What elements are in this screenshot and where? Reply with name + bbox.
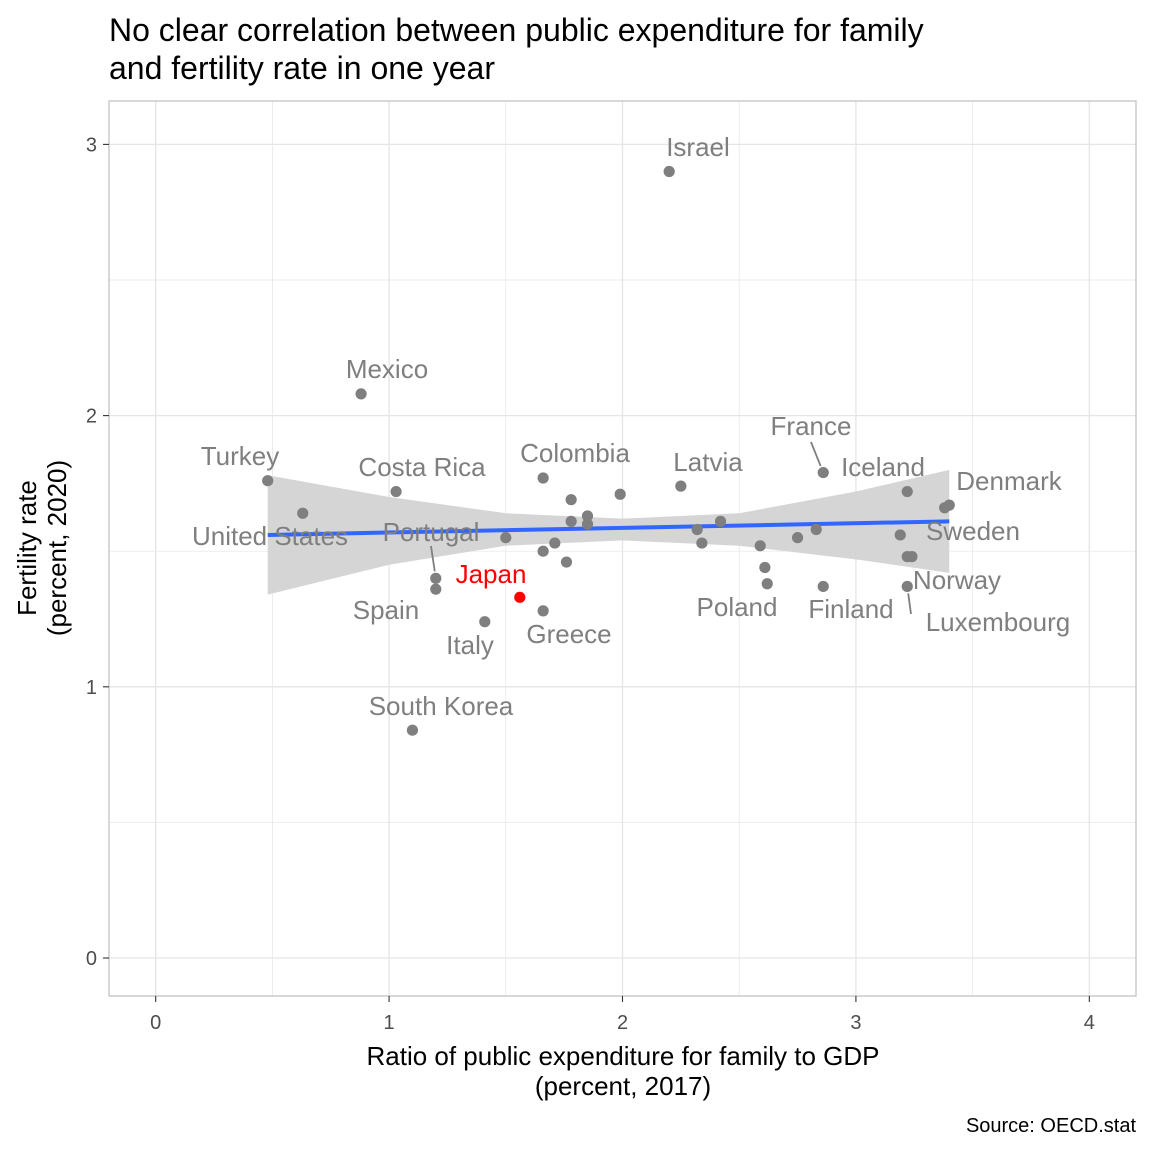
data-point-spain bbox=[430, 583, 442, 595]
data-point bbox=[614, 488, 626, 500]
y-tick-label: 3 bbox=[86, 134, 97, 156]
confidence-ribbon-layer bbox=[267, 469, 950, 595]
data-point-costa-rica bbox=[390, 485, 402, 498]
leader-line-portugal bbox=[430, 545, 436, 572]
point-label-japan: Japan bbox=[456, 559, 527, 589]
data-point-italy bbox=[479, 616, 491, 628]
y-tick-label: 1 bbox=[86, 677, 97, 699]
data-point bbox=[754, 540, 766, 552]
point-label-portugal: Portugal bbox=[383, 517, 480, 547]
data-point bbox=[810, 523, 822, 536]
data-point-south-korea bbox=[406, 724, 419, 736]
point-label-finland: Finland bbox=[808, 594, 893, 624]
point-label-sweden: Sweden bbox=[926, 516, 1020, 546]
confidence-ribbon bbox=[267, 469, 950, 595]
data-point bbox=[560, 556, 573, 568]
data-point bbox=[565, 515, 577, 527]
trend-line bbox=[267, 519, 950, 537]
data-point-france bbox=[817, 466, 829, 479]
x-axis-title: Ratio of public expenditure for family t… bbox=[366, 1041, 879, 1101]
data-point bbox=[759, 561, 771, 574]
x-tick-label: 3 bbox=[850, 1012, 861, 1034]
data-point-mexico bbox=[355, 388, 367, 400]
chart-title-line-2: and fertility rate in one year bbox=[109, 50, 495, 86]
chart-title: No clear correlation between public expe… bbox=[109, 12, 924, 86]
data-point-turkey bbox=[262, 475, 274, 487]
data-point-united-states bbox=[297, 507, 309, 519]
data-point bbox=[691, 523, 703, 536]
point-label-greece: Greece bbox=[526, 619, 611, 649]
data-point bbox=[537, 545, 549, 557]
data-point-japan bbox=[514, 591, 526, 603]
data-point-sweden bbox=[939, 502, 951, 514]
data-point bbox=[906, 551, 918, 563]
trend-line-layer bbox=[267, 519, 950, 537]
point-label-france: France bbox=[771, 411, 852, 441]
y-axis-ticks: 0 1 2 3 bbox=[86, 134, 109, 970]
x-tick-label: 4 bbox=[1084, 1012, 1095, 1034]
point-label-poland: Poland bbox=[697, 592, 778, 622]
data-point bbox=[581, 518, 594, 530]
point-label-colombia: Colombia bbox=[520, 438, 630, 468]
data-point-latvia bbox=[675, 480, 687, 492]
data-point bbox=[549, 537, 561, 549]
data-point-poland bbox=[761, 578, 773, 590]
x-axis-title-line-1: Ratio of public expenditure for family t… bbox=[366, 1041, 879, 1071]
x-tick-label: 1 bbox=[384, 1012, 395, 1034]
point-label-united-states: United States bbox=[192, 521, 348, 551]
point-label-iceland: Iceland bbox=[841, 452, 925, 482]
y-tick-label: 0 bbox=[86, 948, 97, 970]
data-points bbox=[262, 165, 955, 736]
point-label-luxembourg: Luxembourg bbox=[926, 607, 1071, 637]
x-tick-label: 2 bbox=[617, 1012, 628, 1034]
y-axis-title-line-2: (percent, 2020) bbox=[42, 460, 72, 636]
x-axis-ticks: 0 1 2 3 4 bbox=[150, 996, 1095, 1034]
data-point bbox=[696, 537, 708, 549]
data-point-colombia bbox=[537, 472, 549, 484]
source-caption: Source: OECD.stat bbox=[966, 1115, 1137, 1137]
point-label-denmark: Denmark bbox=[956, 466, 1062, 496]
data-point-iceland bbox=[901, 485, 913, 498]
data-point-greece bbox=[537, 605, 549, 617]
leader-line-luxembourg bbox=[907, 593, 912, 615]
leader-line-france bbox=[810, 441, 822, 467]
data-point-finland bbox=[817, 580, 829, 593]
y-axis-title: Fertility rate (percent, 2020) bbox=[12, 460, 72, 636]
data-point bbox=[565, 494, 577, 506]
x-tick-label: 0 bbox=[150, 1012, 161, 1034]
point-label-latvia: Latvia bbox=[673, 447, 743, 477]
point-label-turkey: Turkey bbox=[201, 441, 280, 471]
chart-title-line-1: No clear correlation between public expe… bbox=[109, 12, 924, 48]
label-leader-lines bbox=[430, 441, 912, 615]
point-label-italy: Italy bbox=[446, 630, 494, 660]
point-label-norway: Norway bbox=[913, 565, 1001, 595]
point-label-israel: Israel bbox=[666, 132, 730, 162]
point-label-spain: Spain bbox=[353, 595, 420, 625]
data-point-portugal bbox=[430, 572, 442, 584]
y-axis-title-line-1: Fertility rate bbox=[12, 480, 42, 616]
data-point bbox=[791, 532, 804, 544]
point-label-south-korea: South Korea bbox=[369, 691, 514, 721]
data-point-israel bbox=[663, 165, 675, 178]
data-point bbox=[581, 510, 594, 522]
x-axis-title-line-2: (percent, 2017) bbox=[535, 1071, 711, 1101]
point-label-costa-rica: Costa Rica bbox=[358, 452, 486, 482]
data-point bbox=[894, 529, 906, 541]
y-tick-label: 2 bbox=[86, 406, 97, 428]
point-label-mexico: Mexico bbox=[346, 354, 428, 384]
data-point-luxembourg bbox=[901, 580, 913, 593]
data-point bbox=[714, 515, 727, 527]
data-point bbox=[500, 532, 512, 544]
point-labels: Israel Mexico Turkey United States Costa… bbox=[192, 132, 1070, 721]
